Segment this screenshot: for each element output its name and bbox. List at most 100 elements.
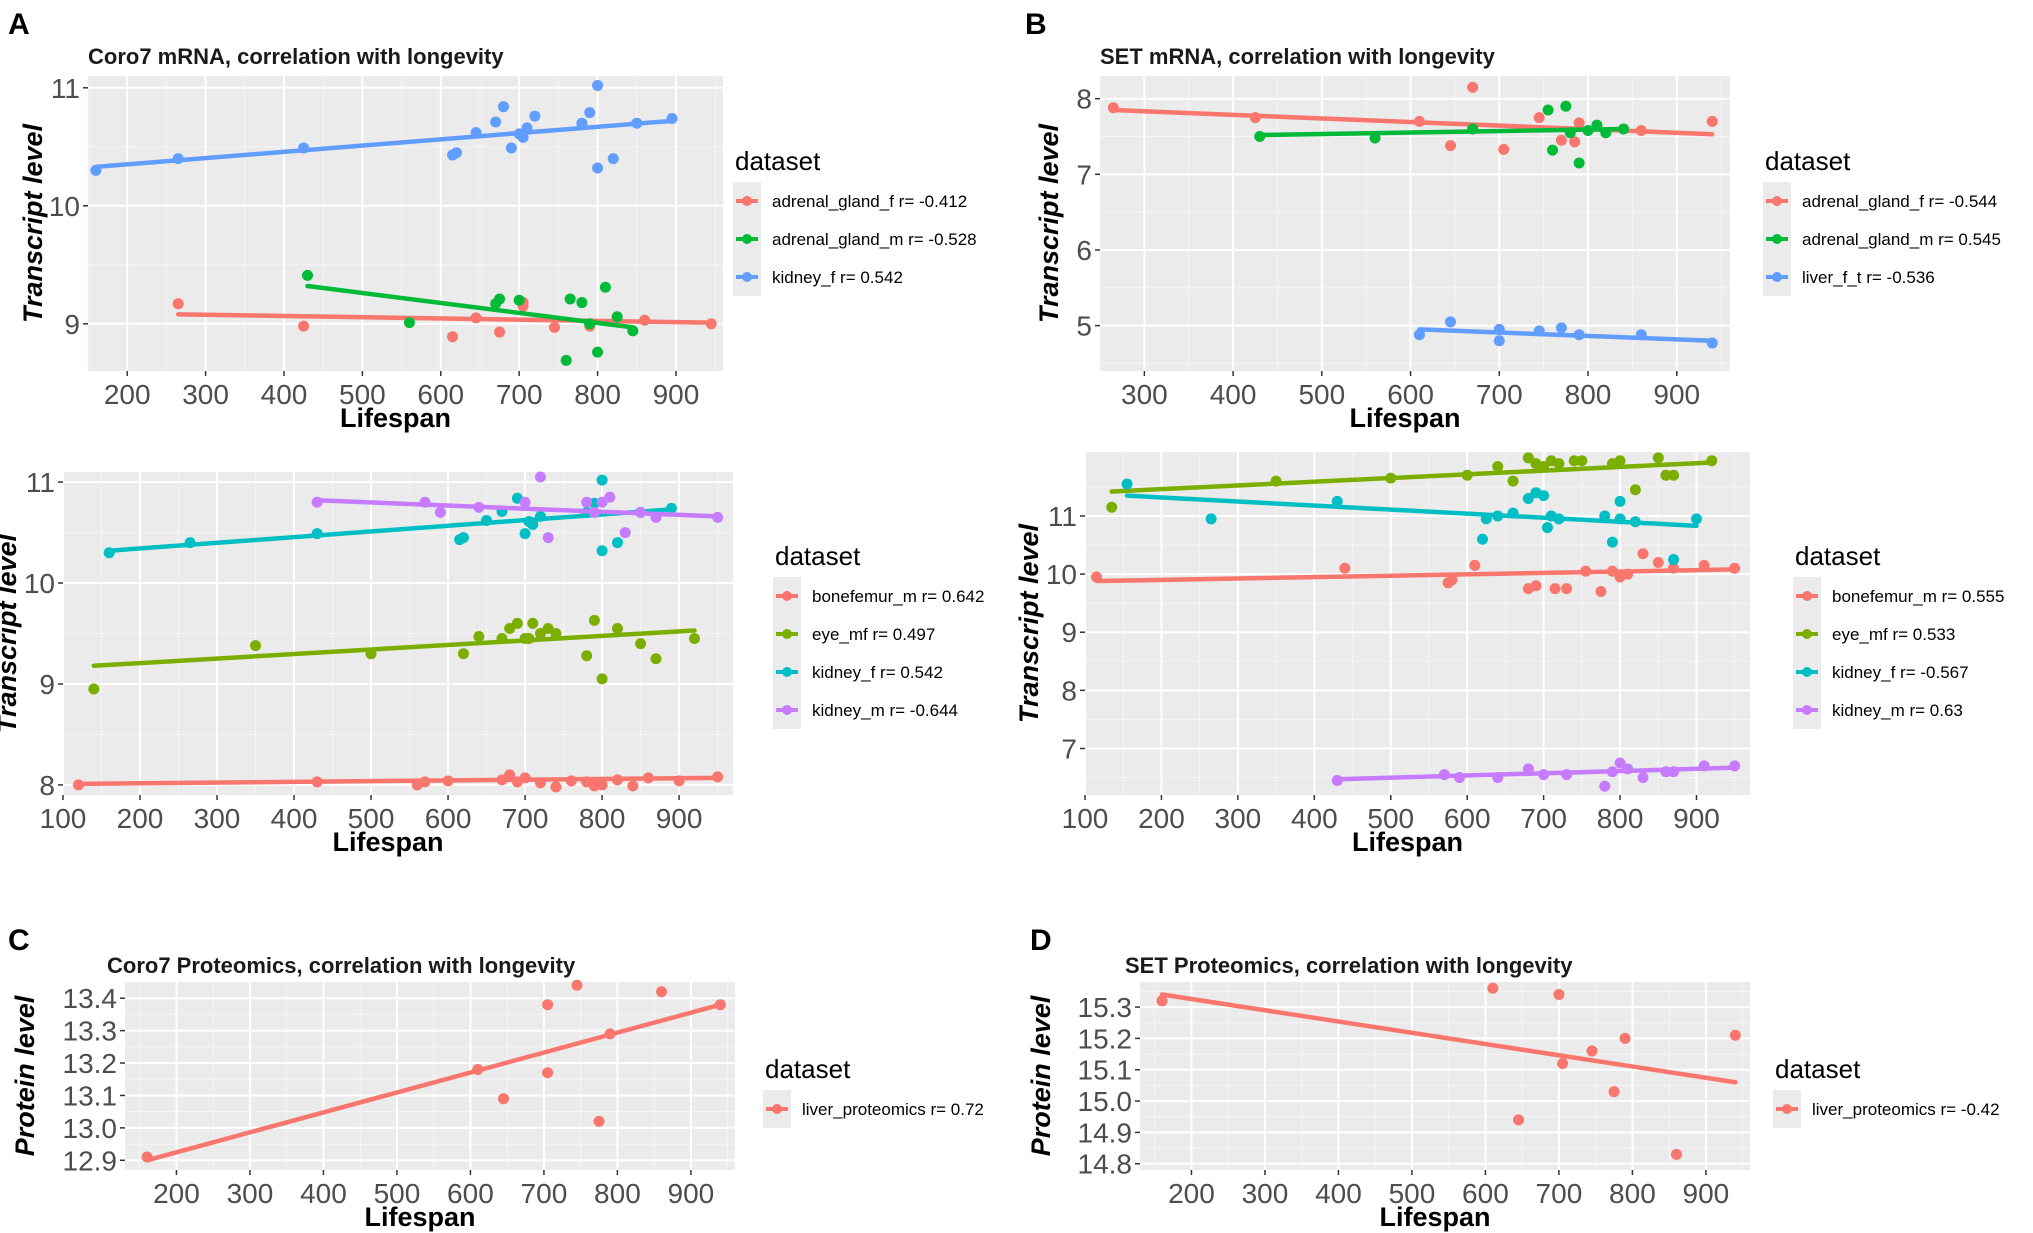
legend-key-point	[742, 234, 752, 244]
legend-label: adrenal_gland_f r= -0.412	[772, 192, 967, 211]
x-axis-label: Lifespan	[1352, 827, 1463, 857]
legend: dataset liver_proteomics r= -0.42	[1773, 1054, 2000, 1128]
legend-label: liver_f_t r= -0.536	[1802, 268, 1935, 287]
legend-key-point	[1772, 272, 1782, 282]
legend-key-point	[1772, 196, 1782, 206]
x-tick-label: 500	[1367, 803, 1414, 834]
x-tick-label: 400	[1210, 379, 1257, 410]
x-tick-label: 700	[1536, 1178, 1583, 1209]
data-point	[611, 311, 623, 323]
x-tick-label: 200	[153, 1178, 200, 1209]
data-point	[611, 537, 623, 549]
x-tick-label: 600	[447, 1178, 494, 1209]
x-tick-label: 600	[425, 803, 472, 834]
data-point	[607, 153, 619, 165]
data-point	[1652, 556, 1664, 568]
y-tick-label: 14.8	[1078, 1149, 1133, 1180]
data-point	[1413, 329, 1425, 341]
legend-key-point	[1802, 705, 1812, 715]
legend: dataset liver_proteomics r= 0.72	[763, 1054, 984, 1128]
y-tick-label: 7	[1076, 159, 1092, 190]
data-point	[1339, 562, 1351, 574]
data-point	[596, 545, 608, 557]
legend-label: kidney_f r= 0.542	[812, 663, 943, 682]
data-point	[1561, 583, 1573, 595]
data-point	[584, 107, 596, 119]
x-tick-label: 500	[348, 803, 395, 834]
data-point	[494, 326, 506, 338]
x-tick-label: 500	[1298, 379, 1345, 410]
x-tick-label: 200	[1168, 1178, 1215, 1209]
data-point	[1512, 1114, 1524, 1126]
data-point	[1629, 484, 1641, 496]
x-tick-label: 300	[1121, 379, 1168, 410]
data-point	[527, 617, 539, 629]
legend-key-background	[1793, 577, 1821, 729]
data-point	[1522, 452, 1534, 464]
data-point	[1538, 490, 1550, 502]
chart-title: Coro7 Proteomics, correlation with longe…	[107, 953, 576, 978]
x-tick-label: 600	[1444, 803, 1491, 834]
data-point	[505, 142, 517, 154]
y-tick-label: 13.0	[63, 1113, 118, 1144]
fit-line	[1334, 765, 1737, 782]
plot-background	[1140, 982, 1750, 1170]
x-tick-label: 900	[1683, 1178, 1730, 1209]
panel-letter: B	[1025, 8, 1047, 41]
y-tick-label: 13.1	[63, 1080, 118, 1111]
data-point	[1549, 583, 1561, 595]
fit-line	[314, 498, 720, 519]
data-point	[1586, 1045, 1598, 1057]
y-tick-label: 13.3	[63, 1016, 118, 1047]
data-point	[457, 532, 469, 544]
x-tick-label: 500	[1389, 1178, 1436, 1209]
legend-key-point	[1772, 234, 1782, 244]
x-tick-label: 600	[417, 379, 464, 410]
data-point	[497, 1093, 509, 1105]
legend-label: bonefemur_m r= 0.642	[812, 587, 984, 606]
data-point	[599, 281, 611, 293]
panel-letter: D	[1030, 924, 1052, 957]
y-tick-label: 9	[1061, 617, 1077, 648]
chart-panel-1: A Coro7 mRNA, correlation with longevity 2…	[8, 8, 977, 433]
data-point	[560, 354, 572, 366]
data-point	[1469, 559, 1481, 571]
x-tick-label: 600	[1462, 1178, 1509, 1209]
data-point	[611, 622, 623, 634]
x-tick-label: 800	[1609, 1178, 1656, 1209]
data-point	[1331, 495, 1343, 507]
data-point	[564, 293, 576, 305]
data-point	[596, 673, 608, 685]
legend-key-point	[782, 667, 792, 677]
data-point	[1542, 104, 1554, 116]
series-kidney_f	[1121, 478, 1702, 566]
fit-line	[1094, 567, 1737, 584]
x-axis-label: Lifespan	[332, 827, 443, 857]
y-tick-label: 9	[64, 309, 80, 340]
data-point	[1576, 455, 1588, 467]
chart-title: SET mRNA, correlation with longevity	[1100, 44, 1496, 69]
legend-label: adrenal_gland_f r= -0.544	[1802, 192, 1997, 211]
series-eye_mf	[1106, 452, 1718, 513]
legend-label: liver_proteomics r= 0.72	[802, 1100, 984, 1119]
data-point	[604, 491, 616, 503]
x-tick-label: 300	[194, 803, 241, 834]
data-point	[627, 780, 639, 792]
y-tick-label: 11	[1048, 501, 1077, 532]
data-point	[1498, 143, 1510, 155]
data-point	[1156, 995, 1168, 1007]
fit-line	[305, 283, 636, 330]
legend-label: adrenal_gland_m r= -0.528	[772, 230, 977, 249]
data-point	[571, 979, 583, 991]
data-point	[534, 471, 546, 483]
legend-key-point	[1802, 667, 1812, 677]
x-tick-label: 900	[1653, 379, 1700, 410]
data-point	[1614, 495, 1626, 507]
data-point	[1547, 144, 1559, 156]
legend-key-point	[782, 705, 792, 715]
legend: dataset bonefemur_m r= 0.555 eye_mf r= 0.5…	[1793, 541, 2004, 729]
y-tick-label: 5	[1076, 311, 1092, 342]
y-tick-label: 10	[24, 568, 55, 599]
data-point	[172, 298, 184, 310]
